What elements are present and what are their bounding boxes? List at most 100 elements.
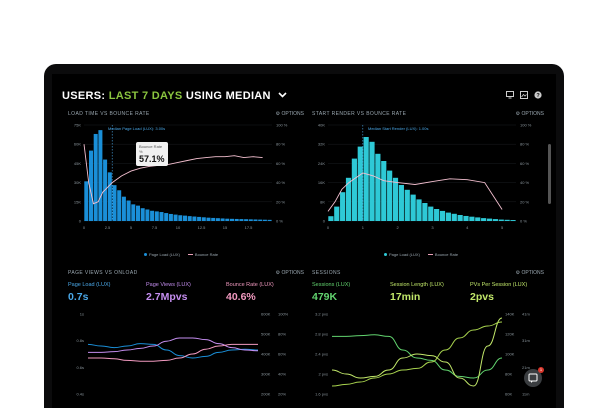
tooltip-value: 57.1% xyxy=(139,154,165,164)
bar xyxy=(392,177,399,221)
y-tick-label: 8K xyxy=(320,199,325,204)
legend-item[interactable]: Bounce Rate xyxy=(187,252,219,257)
bar xyxy=(211,217,216,221)
bar xyxy=(230,218,234,221)
x-tick-label: 12.5 xyxy=(198,225,207,230)
legend-item[interactable]: Page Load (LUX) xyxy=(144,252,180,257)
bar xyxy=(89,150,93,221)
bar xyxy=(112,185,117,221)
chat-icon xyxy=(528,373,538,383)
bar xyxy=(445,212,451,221)
legend-item[interactable]: Bounce Rate xyxy=(427,252,458,257)
options-button[interactable]: ⚙ OPTIONS xyxy=(515,270,544,276)
bar xyxy=(154,211,159,221)
bar xyxy=(121,196,126,221)
chat-button[interactable]: 1 xyxy=(524,367,544,387)
legend-item[interactable]: Page Load (LUX) xyxy=(384,252,420,257)
metric-page-views[interactable]: Page Views (LUX) 2.7Mpvs xyxy=(146,282,191,303)
title-part: MEDIAN xyxy=(225,90,271,102)
bar xyxy=(481,218,487,221)
options-button[interactable]: ⚙ OPTIONS xyxy=(275,111,304,117)
x-tick-label: 0 xyxy=(83,225,86,230)
bar xyxy=(244,219,249,221)
monitor-icon[interactable] xyxy=(506,91,514,99)
bar xyxy=(387,170,393,221)
notification-badge: 1 xyxy=(538,367,544,373)
y-tick-label: 16K xyxy=(318,180,325,185)
metric-label: Page Load (LUX) xyxy=(68,282,111,288)
y-tick-label: 1.6 pvs xyxy=(315,392,328,397)
metric-session-length[interactable]: Session Length (LUX) 17min xyxy=(390,282,444,303)
y-tick-label: 75K xyxy=(74,123,81,128)
bounce-rate-tooltip: Bounce Rate % 57.1% xyxy=(136,142,168,166)
y2-tick-label: 100 % xyxy=(276,123,288,128)
options-button[interactable]: ⚙ OPTIONS xyxy=(275,270,304,276)
bar xyxy=(159,212,164,221)
bar xyxy=(192,216,197,221)
y2-tick-label: 600K xyxy=(261,312,271,317)
bar xyxy=(248,219,253,221)
bar xyxy=(416,199,422,221)
panel-title: LOAD TIME VS BOUNCE RATE xyxy=(68,111,150,117)
y3-tick-label: 21m xyxy=(522,365,530,370)
options-button[interactable]: ⚙ OPTIONS xyxy=(515,111,544,117)
bar xyxy=(486,218,493,221)
y2-tick-label: 140K xyxy=(505,312,515,317)
metric-pvs-per-session[interactable]: PVs Per Session (LUX) 2pvs xyxy=(470,282,527,303)
legend-label: Bounce Rate xyxy=(194,252,219,257)
y3-tick-label: 100% xyxy=(278,312,289,317)
metric-label: Sessions (LUX) xyxy=(312,282,351,288)
metric-value: 2pvs xyxy=(470,291,494,303)
y-tick-label: 0.8s xyxy=(76,338,84,343)
y2-tick-label: 60 % xyxy=(276,161,286,166)
title-part: USING xyxy=(185,90,226,102)
y-tick-label: 2.4 pvs xyxy=(315,352,328,357)
options-label: OPTIONS xyxy=(521,270,544,276)
bar xyxy=(131,204,136,221)
bar xyxy=(410,194,416,221)
metric-label: Session Length (LUX) xyxy=(390,282,444,288)
bar xyxy=(98,130,103,221)
y-tick-label: 0.4s xyxy=(76,392,84,397)
median-load-annotation: Median Page Load (LUX): 3.00s xyxy=(108,126,166,131)
y-tick-label: 15K xyxy=(74,199,81,204)
y2-tick-label: 60K xyxy=(505,392,512,397)
help-icon[interactable]: ? xyxy=(534,91,542,99)
y-tick-label: 32K xyxy=(318,142,325,147)
x-tick-label: 2.5 xyxy=(105,225,111,230)
y3-tick-label: 60% xyxy=(278,352,286,357)
page-views-panel: PAGE VIEWS VS ONLOAD ⚙ OPTIONS Page Load… xyxy=(68,270,304,400)
dashboard-screen: USERS: LAST 7 DAYS USING MEDIAN ? LOAD T… xyxy=(52,74,556,408)
y2-tick-label: 300K xyxy=(261,372,271,377)
scrollbar[interactable] xyxy=(548,144,551,204)
bar xyxy=(375,153,381,221)
metric-bounce-rate[interactable]: Bounce Rate (LUX) 40.6% xyxy=(226,282,274,303)
options-label: OPTIONS xyxy=(281,111,304,117)
legend-label: Page Load (LUX) xyxy=(149,252,180,257)
metric-sessions[interactable]: Sessions (LUX) 479K xyxy=(312,282,350,303)
series-line xyxy=(331,317,503,387)
dashboard-title[interactable]: USERS: LAST 7 DAYS USING MEDIAN xyxy=(62,90,287,102)
header-icons: ? xyxy=(506,91,542,99)
bar xyxy=(363,137,369,221)
bar xyxy=(117,190,122,221)
legend-label: Page Load (LUX) xyxy=(389,252,420,257)
x-tick-label: 1 xyxy=(362,225,365,230)
x-tick-label: 7.5 xyxy=(152,225,158,230)
x-tick-label: 5 xyxy=(130,225,133,230)
chevron-down-icon[interactable] xyxy=(278,92,287,98)
x-tick-label: 10 xyxy=(176,225,181,230)
series-line xyxy=(331,334,503,379)
metric-page-load[interactable]: Page Load (LUX) 0.7s xyxy=(68,282,111,303)
bar xyxy=(164,213,169,221)
image-icon[interactable] xyxy=(520,91,528,99)
legend-line-icon xyxy=(187,254,193,255)
bar xyxy=(357,146,363,221)
legend-dot-icon xyxy=(384,253,387,256)
y2-tick-label: 80K xyxy=(505,372,512,377)
start-render-panel: START RENDER VS BOUNCE RATE ⚙ OPTIONS 40… xyxy=(312,111,544,261)
bar xyxy=(201,217,206,221)
sessions-chart: 3.2 pvs 2.8 pvs 2.4 pvs 2 pvs 1.6 pvs 140K 120… xyxy=(315,312,530,397)
y2-tick-label: 40 % xyxy=(520,180,530,185)
bar xyxy=(398,185,404,221)
